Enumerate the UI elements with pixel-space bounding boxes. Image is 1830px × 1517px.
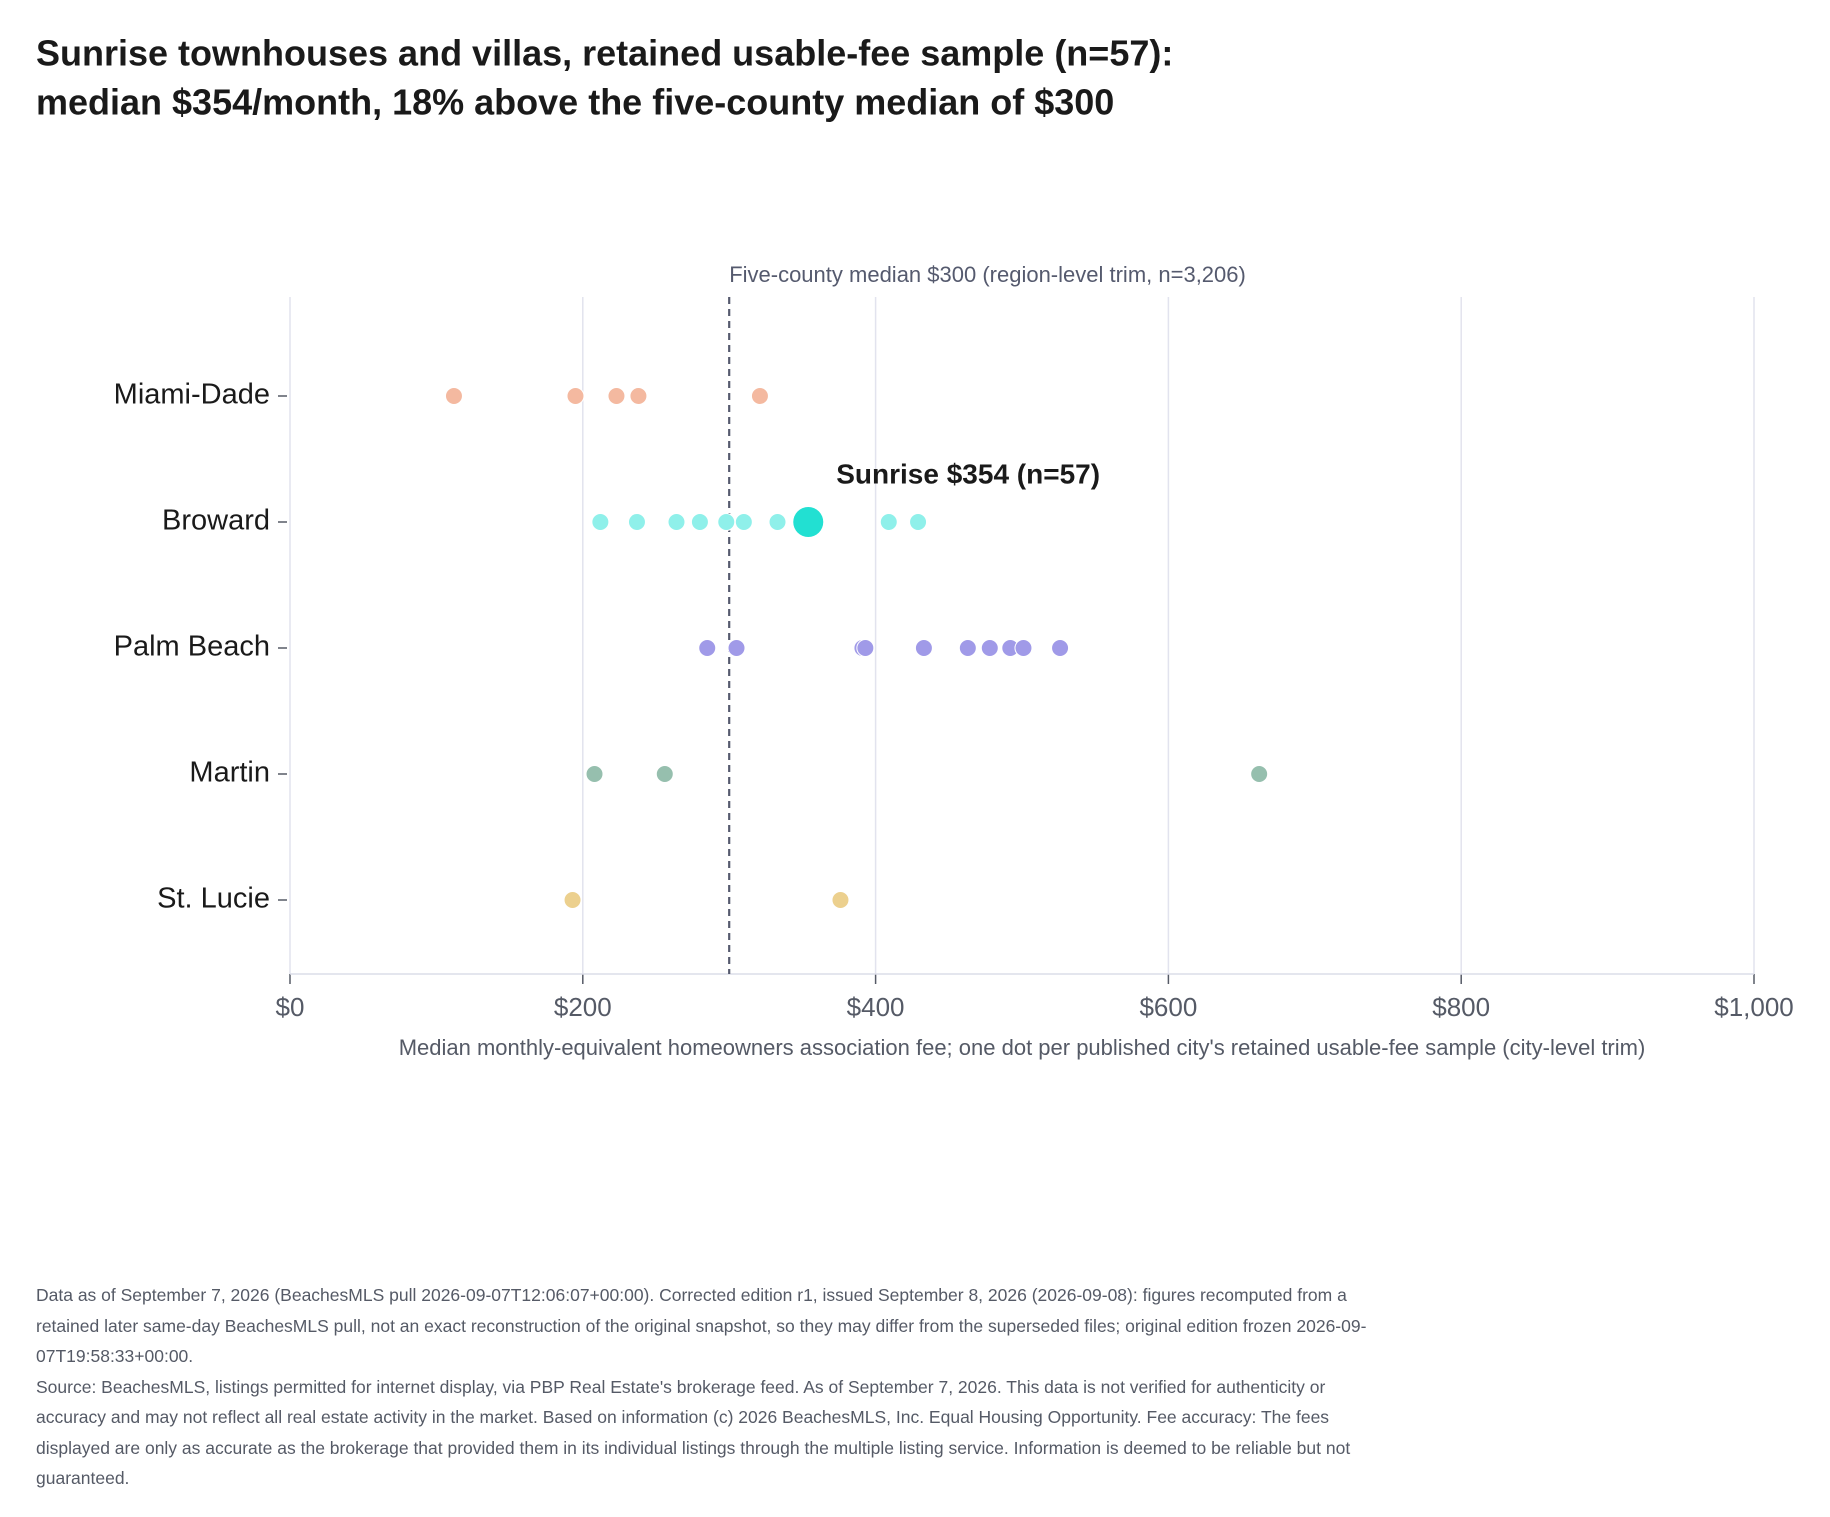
y-tick-label: Broward [162,505,270,537]
x-tick-label: $400 [847,992,905,1022]
chart-title: median $354/month, 18% above the five-co… [36,82,1114,123]
x-tick-label: $600 [1139,992,1197,1022]
dot [563,891,582,909]
y-tick-label: Palm Beach [114,631,270,663]
dot [607,387,626,405]
dot [717,513,736,531]
highlight-dot [793,507,824,537]
dot [690,513,709,531]
x-tick-label: $0 [276,992,305,1022]
chart: Sunrise townhouses and villas, retained … [36,33,1794,1060]
dot [667,513,686,531]
reference-label: Five-county median $300 (region-level tr… [729,262,1246,287]
dot [1051,639,1070,657]
dot [958,639,977,657]
x-axis-label: Median monthly-equivalent homeowners ass… [399,1035,1646,1060]
dot [856,639,875,657]
dot [591,513,610,531]
dot [1250,765,1269,783]
annotation: Sunrise $354 (n=57) [836,458,1100,489]
dot [698,639,717,657]
x-tick-label: $1,000 [1714,992,1794,1022]
footnote: Data as of September 7, 2026 (BeachesMLS… [36,1285,1367,1366]
dot [444,387,463,405]
x-tick-label: $200 [554,992,612,1022]
dot [734,513,753,531]
dot [914,639,933,657]
dot [655,765,674,783]
x-tick-label: $800 [1432,992,1490,1022]
dot [1014,639,1033,657]
dot [909,513,928,531]
dot [831,891,850,909]
dot [566,387,585,405]
chart-title: Sunrise townhouses and villas, retained … [36,33,1173,74]
dot [727,639,746,657]
y-tick-label: Martin [189,757,270,789]
y-tick-label: Miami-Dade [114,379,270,411]
dot [980,639,999,657]
dot [879,513,898,531]
dot [629,387,648,405]
footnote: Source: BeachesMLS, listings permitted f… [36,1376,1351,1489]
dot [768,513,787,531]
footnotes: Data as of September 7, 2026 (BeachesMLS… [36,1280,1396,1494]
dot [627,513,646,531]
y-tick-label: St. Lucie [157,883,270,915]
dot [750,387,769,405]
dot [585,765,604,783]
